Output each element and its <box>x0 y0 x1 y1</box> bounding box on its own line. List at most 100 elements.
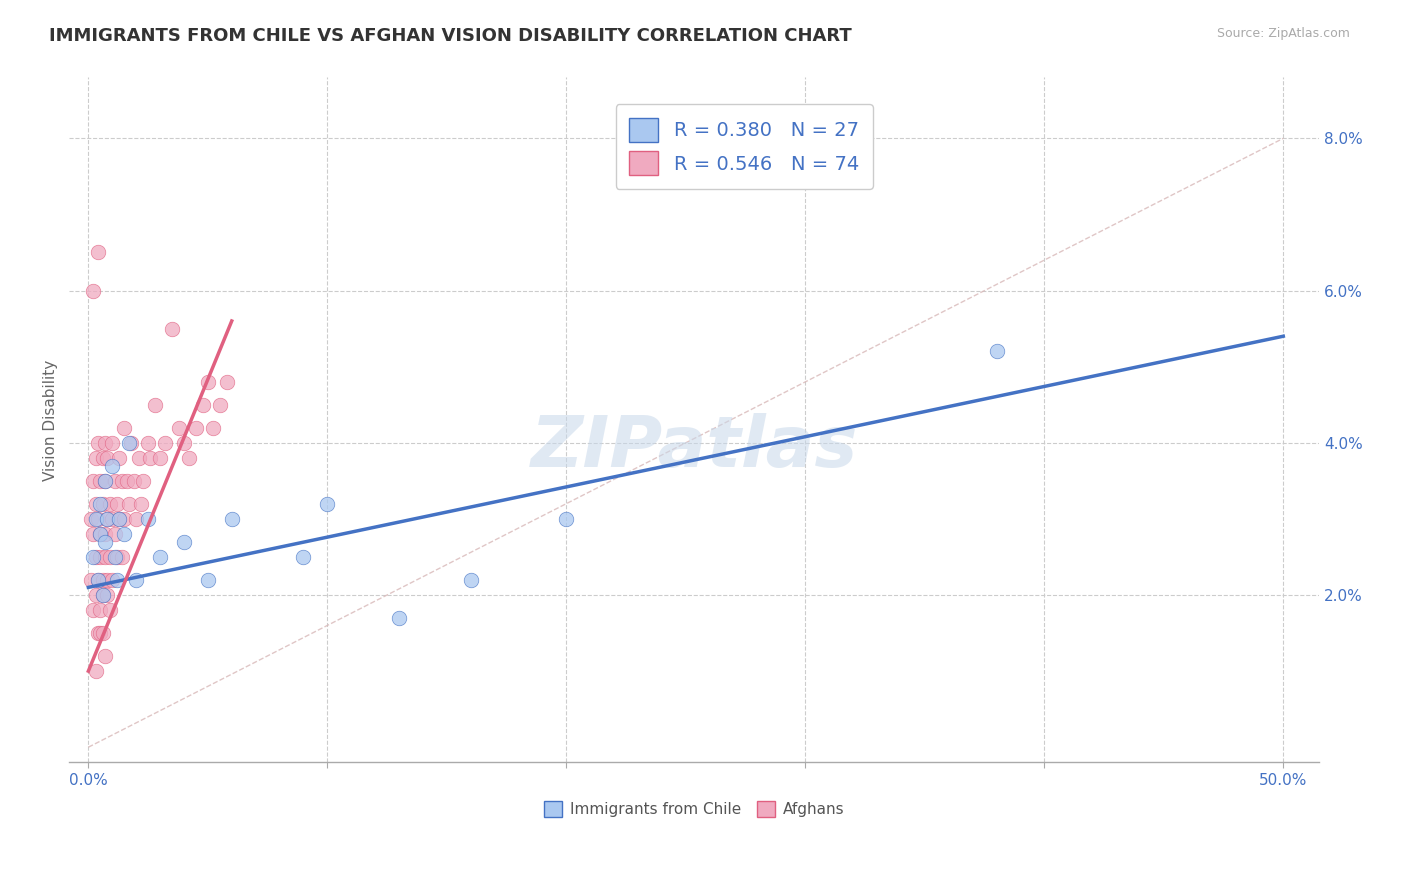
Point <box>101 435 124 450</box>
Point <box>84 512 107 526</box>
Point <box>91 588 114 602</box>
Point <box>96 573 118 587</box>
Point <box>118 435 141 450</box>
Point <box>80 573 103 587</box>
Point <box>167 420 190 434</box>
Point <box>316 497 339 511</box>
Point <box>80 512 103 526</box>
Text: ZIPatlas: ZIPatlas <box>530 413 858 482</box>
Point <box>89 549 111 564</box>
Point <box>84 549 107 564</box>
Point <box>89 626 111 640</box>
Point <box>82 527 104 541</box>
Point <box>82 284 104 298</box>
Point <box>111 549 134 564</box>
Point <box>125 573 148 587</box>
Point <box>986 344 1008 359</box>
Point <box>94 648 117 663</box>
Point <box>128 450 150 465</box>
Point <box>94 534 117 549</box>
Point <box>108 512 131 526</box>
Point <box>104 474 127 488</box>
Point <box>112 512 135 526</box>
Point <box>96 588 118 602</box>
Point <box>197 573 219 587</box>
Point <box>111 474 134 488</box>
Point <box>105 497 128 511</box>
Point <box>96 512 118 526</box>
Point <box>104 527 127 541</box>
Point <box>184 420 207 434</box>
Point <box>201 420 224 434</box>
Point <box>82 603 104 617</box>
Point <box>98 497 121 511</box>
Text: Source: ZipAtlas.com: Source: ZipAtlas.com <box>1216 27 1350 40</box>
Point <box>84 588 107 602</box>
Point <box>91 497 114 511</box>
Point <box>89 497 111 511</box>
Point <box>197 375 219 389</box>
Y-axis label: Vision Disability: Vision Disability <box>44 359 58 481</box>
Point <box>460 573 482 587</box>
Point <box>132 474 155 488</box>
Point <box>91 626 114 640</box>
Point <box>136 435 159 450</box>
Point <box>177 450 200 465</box>
Point <box>89 527 111 541</box>
Point <box>292 549 315 564</box>
Point <box>84 450 107 465</box>
Point <box>87 573 110 587</box>
Point <box>118 497 141 511</box>
Point <box>143 398 166 412</box>
Point <box>91 573 114 587</box>
Point <box>112 527 135 541</box>
Point <box>139 450 162 465</box>
Point <box>136 512 159 526</box>
Point <box>94 474 117 488</box>
Point <box>82 474 104 488</box>
Point <box>94 527 117 541</box>
Point <box>91 588 114 602</box>
Point <box>87 512 110 526</box>
Point <box>87 573 110 587</box>
Point <box>153 435 176 450</box>
Point <box>84 497 107 511</box>
Point <box>87 435 110 450</box>
Point <box>160 321 183 335</box>
Point <box>96 450 118 465</box>
Point <box>191 398 214 412</box>
Point <box>104 549 127 564</box>
Point <box>101 512 124 526</box>
Point <box>173 435 195 450</box>
Point <box>89 603 111 617</box>
Point <box>129 497 152 511</box>
Point <box>555 512 578 526</box>
Point <box>94 435 117 450</box>
Point <box>98 603 121 617</box>
Point <box>388 611 411 625</box>
Point <box>173 534 195 549</box>
Point <box>108 450 131 465</box>
Point <box>91 450 114 465</box>
Point <box>208 398 231 412</box>
Point <box>87 626 110 640</box>
Point <box>96 512 118 526</box>
Point <box>98 549 121 564</box>
Point <box>125 512 148 526</box>
Point <box>112 420 135 434</box>
Point <box>108 512 131 526</box>
Point <box>122 474 145 488</box>
Point <box>221 512 243 526</box>
Legend: Immigrants from Chile, Afghans: Immigrants from Chile, Afghans <box>538 795 851 823</box>
Point <box>87 245 110 260</box>
Point <box>120 435 142 450</box>
Point <box>89 474 111 488</box>
Point <box>105 549 128 564</box>
Point <box>115 474 138 488</box>
Point <box>149 549 172 564</box>
Point <box>94 549 117 564</box>
Point <box>101 573 124 587</box>
Point <box>105 573 128 587</box>
Text: IMMIGRANTS FROM CHILE VS AFGHAN VISION DISABILITY CORRELATION CHART: IMMIGRANTS FROM CHILE VS AFGHAN VISION D… <box>49 27 852 45</box>
Point <box>84 664 107 678</box>
